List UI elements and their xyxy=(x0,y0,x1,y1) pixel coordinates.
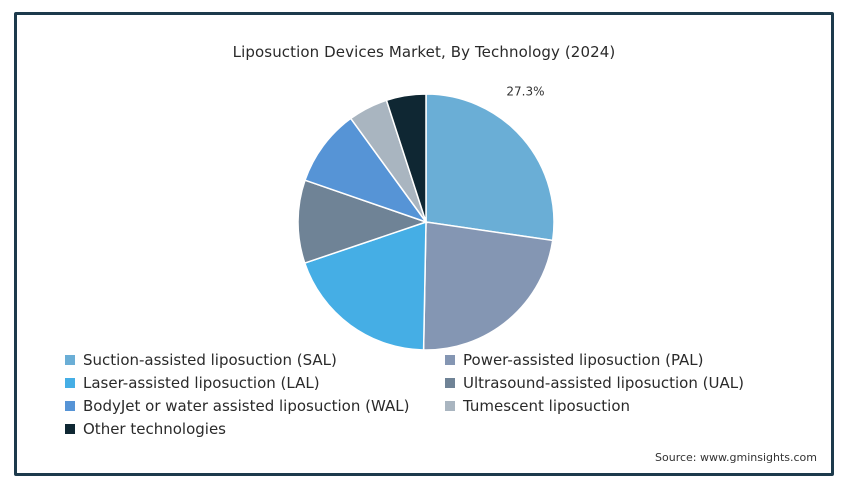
legend-item-4: BodyJet or water assisted liposuction (W… xyxy=(65,396,445,416)
legend-swatch xyxy=(445,355,455,365)
legend-label: Power-assisted liposuction (PAL) xyxy=(463,351,704,369)
legend-label: Other technologies xyxy=(83,420,226,438)
legend-swatch xyxy=(65,355,75,365)
chart-frame: Liposuction Devices Market, By Technolog… xyxy=(14,12,834,476)
legend-swatch xyxy=(65,401,75,411)
legend-swatch xyxy=(65,424,75,434)
legend-label: Tumescent liposuction xyxy=(463,397,631,415)
legend-label: Suction-assisted liposuction (SAL) xyxy=(83,351,337,369)
pie-slice-2 xyxy=(303,220,427,351)
legend-item-1: Power-assisted liposuction (PAL) xyxy=(445,350,805,370)
legend-swatch xyxy=(445,378,455,388)
legend-item-3: Ultrasound-assisted liposuction (UAL) xyxy=(445,373,805,393)
chart-legend: Suction-assisted liposuction (SAL) Power-… xyxy=(65,350,805,439)
pie-slice-6 xyxy=(385,93,427,223)
pie-slice-3 xyxy=(297,179,429,265)
legend-item-6: Other technologies xyxy=(65,419,445,439)
source-note: Source: www.gminsights.com xyxy=(655,451,817,464)
pie-chart: 27.3% xyxy=(297,84,555,351)
legend-swatch xyxy=(445,401,455,411)
slice-label-0: 27.3% xyxy=(506,84,544,98)
legend-item-0: Suction-assisted liposuction (SAL) xyxy=(65,350,445,370)
legend-swatch xyxy=(65,378,75,388)
pie-slice-4 xyxy=(304,117,429,224)
pie-slice-0 xyxy=(425,93,555,242)
legend-label: BodyJet or water assisted liposuction (W… xyxy=(83,397,410,415)
chart-title: Liposuction Devices Market, By Technolog… xyxy=(232,43,616,61)
pie-slice-1 xyxy=(422,221,554,351)
legend-item-2: Laser-assisted liposuction (LAL) xyxy=(65,373,445,393)
legend-label: Ultrasound-assisted liposuction (UAL) xyxy=(463,374,744,392)
legend-item-5: Tumescent liposuction xyxy=(445,396,805,416)
legend-label: Laser-assisted liposuction (LAL) xyxy=(83,374,320,392)
